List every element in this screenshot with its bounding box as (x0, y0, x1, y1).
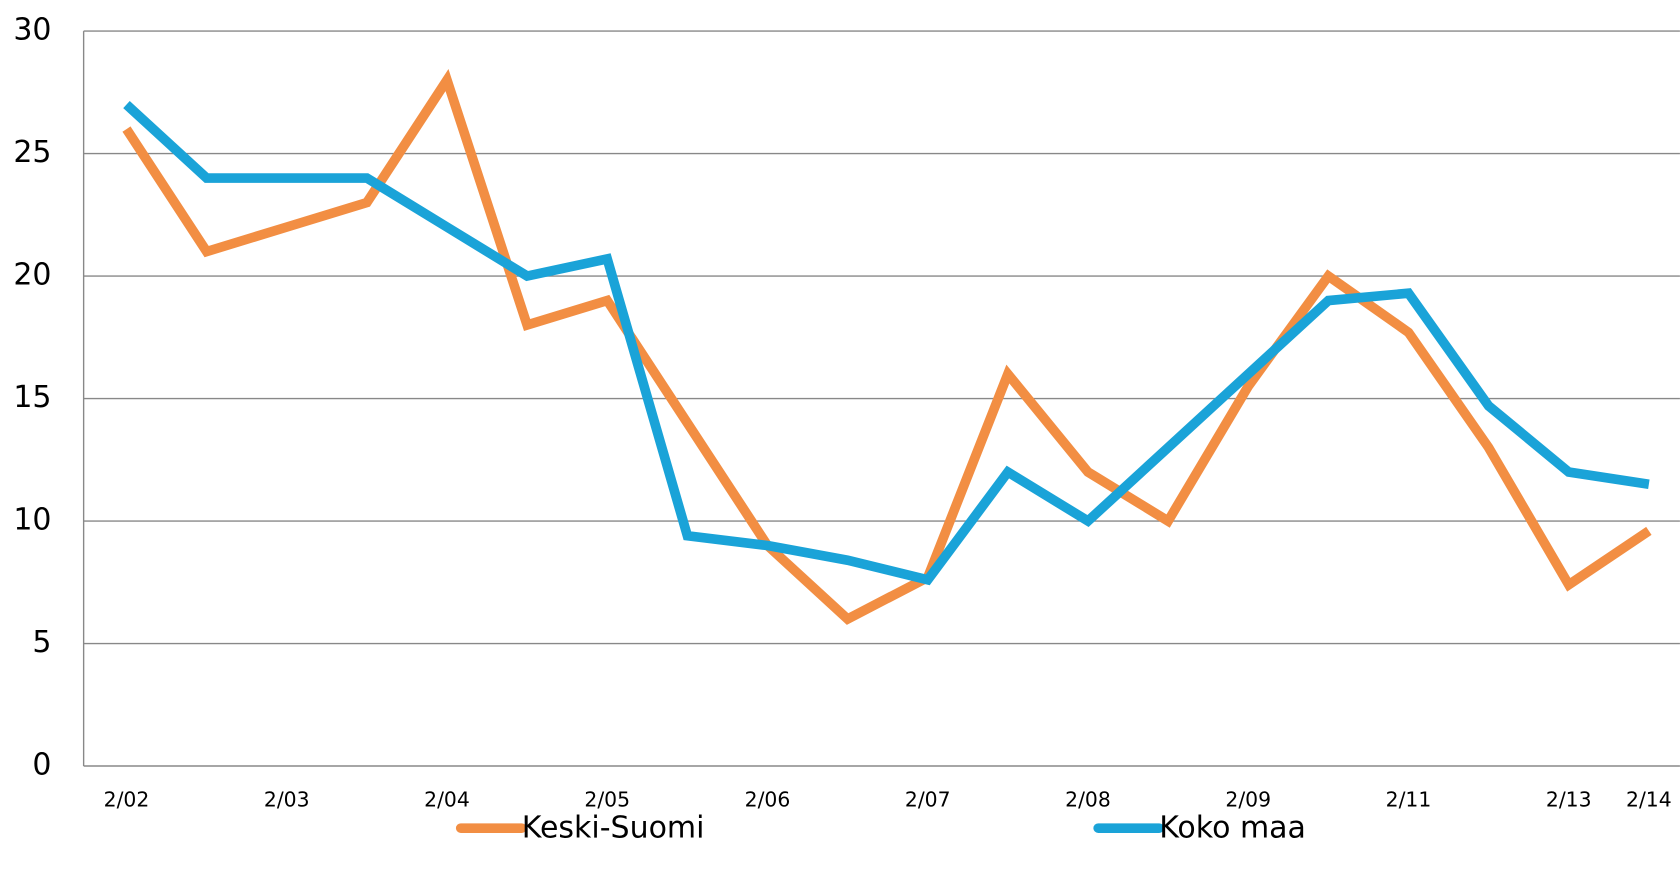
series-line (122, 69, 1652, 625)
x-tick-label: 2/05 (584, 787, 630, 811)
x-tick-label: 2/09 (1225, 787, 1271, 811)
x-tick-label: 2/03 (264, 787, 310, 811)
x-tick-label: 2/11 (1386, 787, 1432, 811)
legend-label: Koko maa (1159, 811, 1306, 846)
x-tick-label: 2/06 (745, 787, 791, 811)
x-tick-label: 2/07 (905, 787, 951, 811)
x-tick-label: 2/02 (104, 787, 150, 811)
y-tick-label: 30 (13, 13, 51, 48)
series-line (123, 101, 1650, 586)
x-tick-label: 2/08 (1065, 787, 1111, 811)
y-tick-label: 15 (13, 380, 51, 415)
x-tick-label: 2/14 (1626, 787, 1672, 811)
x-tick-label: 2/04 (424, 787, 470, 811)
y-tick-label: 25 (13, 135, 51, 170)
y-tick-label: 20 (13, 258, 51, 293)
x-tick-label: 2/13 (1546, 787, 1592, 811)
y-tick-label: 0 (32, 748, 51, 783)
legend-label: Keski-Suomi (522, 811, 705, 846)
y-tick-label: 10 (13, 503, 51, 538)
y-tick-label: 5 (32, 625, 51, 660)
